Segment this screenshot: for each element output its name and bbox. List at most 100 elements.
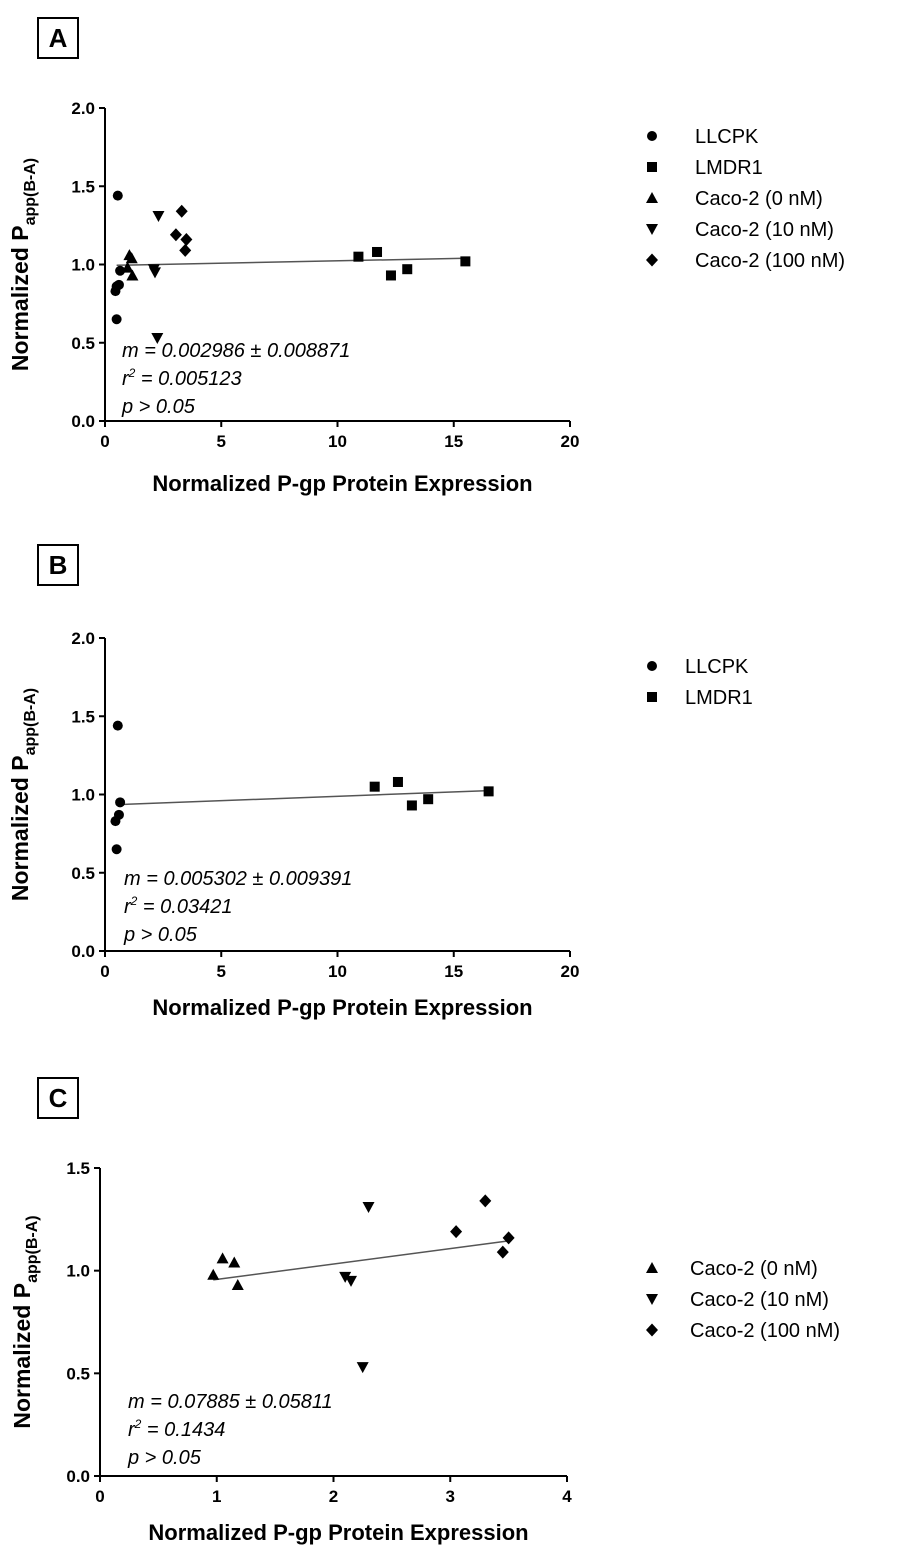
y-tick-label: 1.5 [71, 707, 95, 726]
panel-label-box [37, 17, 79, 59]
series-lmdr1 [369, 776, 494, 811]
data-point [113, 279, 124, 290]
y-tick-label: 0.5 [66, 1364, 90, 1383]
stat-r-prefix: r [124, 896, 132, 918]
legend-entry: Caco-2 (10 nM) [695, 219, 834, 241]
data-point [175, 204, 188, 218]
panel-label-box [37, 1077, 79, 1119]
stat-p-value: p > 0.05 [121, 396, 196, 418]
data-point [113, 809, 124, 820]
legend-marker [647, 162, 657, 172]
panel-label: A [49, 23, 68, 53]
legend: Caco-2 (0 nM) Caco-2 (10 nM) Caco-2 (100 n… [646, 1258, 840, 1342]
data-point [111, 844, 122, 855]
x-tick-label: 4 [562, 1487, 572, 1506]
x-tick-label: 5 [217, 432, 226, 451]
y-tick-label: 0.0 [66, 1467, 90, 1486]
data-point [339, 1271, 352, 1283]
y-axis-label-subscript: app(B-A) [22, 688, 39, 756]
data-point [353, 251, 364, 262]
legend-entry: Caco-2 (10 nM) [690, 1289, 829, 1311]
y-tick-label: 1.5 [71, 177, 95, 196]
stat-r-squared: r2 = 0.03421 [124, 894, 232, 918]
data-point [479, 1194, 492, 1208]
data-point [423, 794, 434, 805]
panel-label: B [49, 550, 68, 580]
y-tick-label: 1.0 [66, 1262, 90, 1281]
x-tick-label: 5 [217, 962, 226, 981]
legend-entry: Caco-2 (0 nM) [695, 188, 823, 210]
stat-r-superscript: 2 [128, 366, 136, 380]
x-tick-label: 15 [444, 432, 463, 451]
data-point [385, 270, 396, 281]
series-caco-2-0-nm- [207, 1252, 244, 1291]
data-point [450, 1225, 463, 1239]
x-tick-label: 15 [444, 962, 463, 981]
x-axis-label: Normalized P-gp Protein Expression [152, 471, 532, 496]
legend-entry: LLCPK [685, 656, 749, 678]
y-tick-label: 1.5 [66, 1159, 90, 1178]
series-llcpk [110, 720, 126, 855]
data-point [228, 1256, 241, 1268]
data-point [126, 269, 139, 281]
data-point [483, 786, 494, 797]
series-caco-2-10-nm- [339, 1202, 375, 1374]
series-caco-2-100-nm- [169, 204, 193, 257]
series-lmdr1 [353, 246, 471, 281]
x-tick-label: 3 [446, 1487, 455, 1506]
y-axis-label-main: Normalized P [9, 1283, 35, 1429]
x-tick-label: 2 [329, 1487, 338, 1506]
data-point [231, 1279, 244, 1291]
stat-r-squared: r2 = 0.1434 [128, 1417, 225, 1441]
x-tick-label: 20 [561, 432, 580, 451]
legend-entry: LMDR1 [685, 687, 753, 709]
y-axis-label: Normalized Papp(B-A) [7, 158, 39, 371]
series-caco-2-10-nm- [147, 210, 165, 345]
series-llcpk [110, 190, 126, 325]
stat-slope: m = 0.002986 ± 0.008871 [122, 340, 350, 362]
data-point [115, 265, 126, 276]
data-point [372, 246, 383, 257]
legend-marker [646, 192, 658, 203]
y-tick-label: 1.0 [71, 256, 95, 275]
stat-r-prefix: r [128, 1419, 136, 1441]
stat-r-value: = 0.03421 [137, 896, 232, 918]
data-point [496, 1245, 509, 1259]
regression-line [116, 257, 466, 267]
data-point [502, 1231, 515, 1245]
legend-marker [646, 1262, 658, 1273]
y-axis-label-main: Normalized P [7, 755, 33, 901]
legend: LLCPK LMDR1 [647, 656, 753, 709]
stat-r-value: = 0.1434 [141, 1419, 225, 1441]
legend-marker [646, 1323, 658, 1337]
legend: LLCPK LMDR1 Caco-2 (0 nM) Caco-2 (10 nM) Cac… [646, 126, 845, 272]
y-axis-label: Normalized Papp(B-A) [9, 1215, 41, 1428]
y-tick-label: 1.0 [71, 786, 95, 805]
data-point [402, 264, 413, 275]
stat-p-value: p > 0.05 [123, 924, 198, 946]
series-caco-2-100-nm- [450, 1194, 515, 1259]
stat-slope: m = 0.07885 ± 0.05811 [128, 1391, 333, 1413]
y-tick-label: 0.5 [71, 864, 95, 883]
data-point [362, 1202, 375, 1214]
legend-marker [646, 224, 658, 235]
x-axis-label: Normalized P-gp Protein Expression [148, 1520, 528, 1545]
legend-entry: Caco-2 (100 nM) [695, 250, 845, 272]
legend-marker [647, 131, 657, 141]
data-point [169, 228, 182, 242]
regression-line [116, 789, 489, 806]
y-tick-label: 2.0 [71, 99, 95, 118]
stat-r-superscript: 2 [130, 894, 138, 908]
data-point [121, 261, 134, 273]
data-point [216, 1252, 229, 1264]
data-point [125, 252, 138, 264]
chart-panel-a: A 0.0 0.5 1.0 1.5 2.0 0 5 10 15 20 Normalized P-gp … [7, 17, 845, 496]
chart-panel-b: B 0.0 0.5 1.0 1.5 2.0 0 5 10 15 20 Normalized P-gp … [7, 544, 753, 1020]
data-point [112, 720, 123, 731]
x-tick-label: 0 [100, 962, 109, 981]
data-point [180, 232, 193, 246]
stat-slope: m = 0.005302 ± 0.009391 [124, 868, 352, 890]
y-axis-label: Normalized Papp(B-A) [7, 688, 39, 901]
stat-r-prefix: r [122, 368, 130, 390]
y-axis-label-main: Normalized P [7, 225, 33, 371]
